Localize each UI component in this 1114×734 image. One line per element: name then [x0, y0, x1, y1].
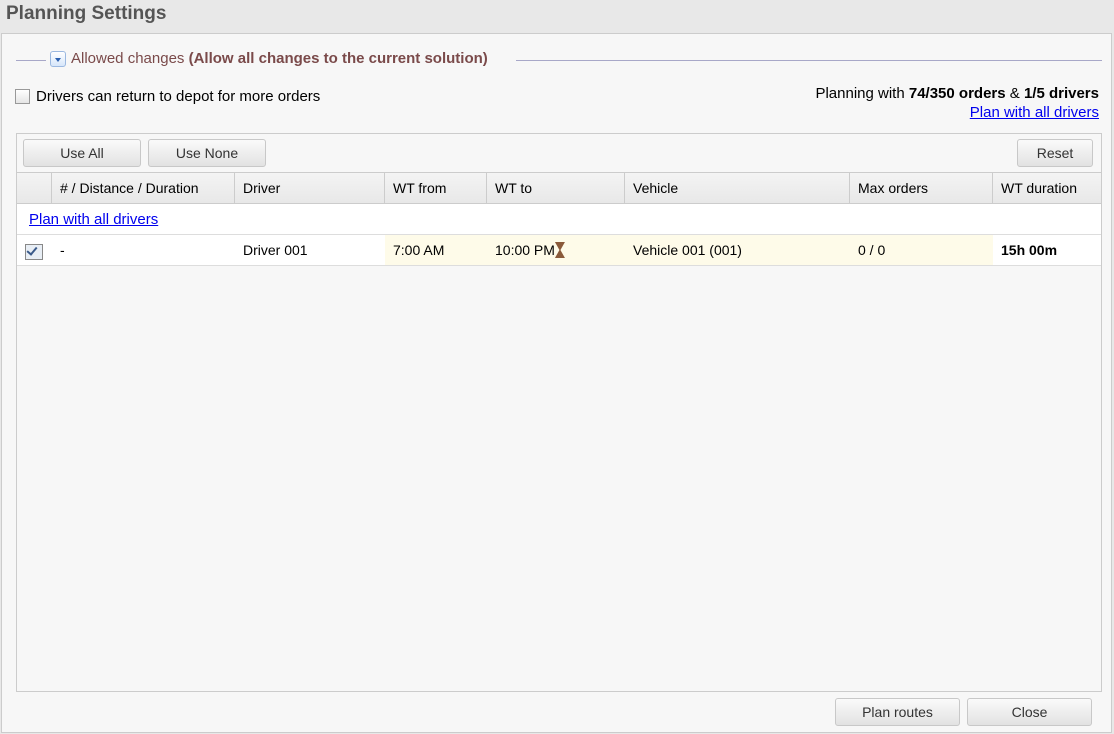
divider — [516, 60, 1102, 61]
return-depot-label: Drivers can return to depot for more ord… — [36, 88, 321, 105]
plan-all-drivers-table-link[interactable]: Plan with all drivers — [29, 211, 159, 228]
col-max-orders[interactable]: Max orders — [850, 173, 993, 203]
return-depot-checkbox[interactable] — [15, 89, 30, 104]
cell-max-orders[interactable]: 0 / 0 — [850, 235, 993, 265]
drivers-grid: Use All Use None Reset # / Distance / Du… — [16, 133, 1102, 692]
col-wt-from[interactable]: WT from — [385, 173, 487, 203]
col-distance[interactable]: # / Distance / Duration — [52, 173, 235, 203]
cell-vehicle[interactable]: Vehicle 001 (001) — [625, 235, 850, 265]
dialog-title: Planning Settings — [6, 3, 167, 24]
use-none-button[interactable]: Use None — [148, 139, 266, 167]
allowed-changes-value: (Allow all changes to the current soluti… — [188, 50, 488, 67]
col-driver[interactable]: Driver — [235, 173, 385, 203]
reset-button[interactable]: Reset — [1017, 139, 1093, 167]
hourglass-icon — [554, 242, 565, 258]
checkbox-checked-icon[interactable] — [25, 244, 43, 260]
divider — [16, 60, 56, 61]
grid-header: # / Distance / Duration Driver WT from W… — [17, 173, 1101, 204]
row-select[interactable] — [17, 235, 52, 265]
col-wt-duration[interactable]: WT duration — [1001, 180, 1077, 196]
cell-wt-duration: 15h 00m — [1001, 242, 1058, 258]
orders-count: 74/350 orders — [908, 85, 1006, 102]
col-wt-to[interactable]: WT to — [487, 173, 625, 203]
cell-wt-from[interactable]: 7:00 AM — [385, 235, 487, 265]
allowed-changes-toggle[interactable]: Allowed changes (Allow all changes to th… — [46, 50, 492, 67]
return-depot-option[interactable]: Drivers can return to depot for more ord… — [15, 88, 320, 105]
cell-driver: Driver 001 — [243, 242, 308, 258]
col-select[interactable] — [17, 173, 52, 203]
drivers-count: 1/5 drivers — [1023, 85, 1099, 102]
cell-distance: - — [60, 242, 65, 258]
summary-amp: & — [1005, 85, 1024, 102]
plan-routes-button[interactable]: Plan routes — [835, 698, 960, 726]
allowed-changes-fieldset: Allowed changes (Allow all changes to th… — [16, 50, 1102, 70]
table-row[interactable]: - Driver 001 7:00 AM 10:00 PM Vehicle 00… — [17, 235, 1101, 266]
allowed-changes-label: Allowed changes — [71, 50, 185, 67]
plan-all-drivers-link[interactable]: Plan with all drivers — [969, 104, 1099, 121]
grid-toolbar: Use All Use None Reset — [17, 134, 1101, 173]
wt-to-value: 10:00 PM — [495, 242, 555, 258]
link-row: Plan with all drivers — [17, 204, 1101, 235]
summary-prefix: Planning with — [815, 85, 909, 102]
close-button[interactable]: Close — [967, 698, 1092, 726]
settings-panel: Allowed changes (Allow all changes to th… — [1, 33, 1112, 733]
chevron-down-icon[interactable] — [50, 50, 66, 67]
cell-wt-to[interactable]: 10:00 PM — [487, 235, 625, 265]
col-vehicle[interactable]: Vehicle — [625, 173, 850, 203]
planning-summary: Planning with 74/350 orders & 1/5 driver… — [815, 84, 1099, 122]
use-all-button[interactable]: Use All — [23, 139, 141, 167]
